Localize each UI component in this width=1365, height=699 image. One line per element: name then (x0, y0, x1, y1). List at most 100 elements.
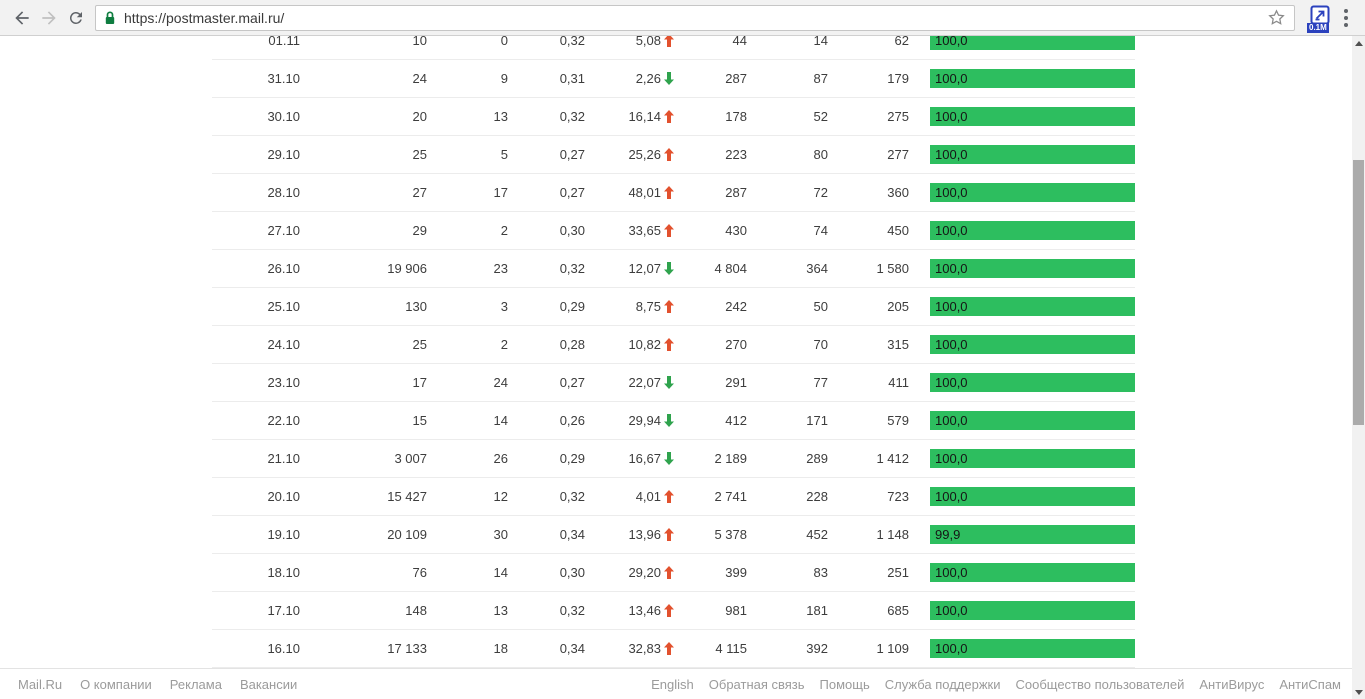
extension-badge: 0.1M (1307, 22, 1329, 33)
value-cell-3: 0,27 (559, 375, 585, 390)
footer-link-english[interactable]: English (651, 677, 694, 692)
url-text[interactable]: https://postmaster.mail.ru/ (124, 9, 285, 26)
value-cell-3: 0,27 (559, 185, 585, 200)
lock-icon (105, 10, 115, 24)
extension-rank-icon (1310, 5, 1330, 24)
value-cell-1: 15 (412, 413, 427, 428)
table-row: 28.10 27 17 0,27 48,01 287 72 360 100,0 (212, 174, 1135, 212)
vertical-scrollbar[interactable] (1352, 36, 1365, 699)
scrollbar-thumb[interactable] (1353, 160, 1364, 425)
footer-link-support[interactable]: Служба поддержки (884, 677, 1001, 692)
date-cell: 16.10 (267, 641, 300, 656)
trend-value: 25,26 (628, 147, 661, 162)
extension-button[interactable]: 0.1M (1305, 2, 1335, 34)
trend-value: 32,83 (628, 641, 661, 656)
value-cell-1: 27 (412, 185, 427, 200)
back-button[interactable] (8, 4, 35, 31)
value-cell-2: 24 (493, 375, 508, 390)
date-cell: 25.10 (267, 299, 300, 314)
rating-value: 100,0 (935, 299, 968, 314)
value-cell-6: 77 (813, 375, 828, 390)
scroll-down-button[interactable] (1352, 685, 1365, 699)
trend-value: 8,75 (635, 299, 661, 314)
value-cell-3: 0,30 (559, 565, 585, 580)
value-cell-6: 364 (806, 261, 828, 276)
value-cell-2: 26 (493, 451, 508, 466)
table-row: 24.10 25 2 0,28 10,82 270 70 315 100,0 (212, 326, 1135, 364)
footer-link-mailru[interactable]: Mail.Ru (18, 677, 63, 692)
footer-link-community[interactable]: Сообщество пользователей (1015, 677, 1185, 692)
browser-menu-button[interactable] (1335, 4, 1357, 31)
rating-value: 100,0 (935, 641, 968, 656)
value-cell-3: 0,32 (559, 489, 585, 504)
footer-link-antispam[interactable]: АнтиСпам (1279, 677, 1341, 692)
value-cell-6: 80 (813, 147, 828, 162)
value-cell-6: 87 (813, 71, 828, 86)
date-cell: 19.10 (267, 527, 300, 542)
rating-bar: 100,0 (930, 259, 1135, 278)
value-cell-3: 0,29 (559, 451, 585, 466)
value-cell-1: 25 (412, 337, 427, 352)
value-cell-6: 50 (813, 299, 828, 314)
trend-cell: 8,75 (585, 299, 674, 314)
footer-link-antivirus[interactable]: АнтиВирус (1199, 677, 1265, 692)
rating-value: 100,0 (935, 261, 968, 276)
footer-link-jobs[interactable]: Вакансии (239, 677, 298, 692)
footer-link-ads[interactable]: Реклама (169, 677, 222, 692)
value-cell-2: 14 (493, 413, 508, 428)
date-cell: 23.10 (267, 375, 300, 390)
table-row: 30.10 20 13 0,32 16,14 178 52 275 100,0 (212, 98, 1135, 136)
value-cell-2: 0 (500, 33, 508, 48)
trend-value: 29,94 (628, 413, 661, 428)
table-row: 23.10 17 24 0,27 22,07 291 77 411 100,0 (212, 364, 1135, 402)
footer-link-help[interactable]: Помощь (819, 677, 870, 692)
forward-button[interactable] (35, 4, 62, 31)
value-cell-7: 411 (888, 375, 909, 390)
scroll-up-button[interactable] (1352, 36, 1365, 50)
bookmark-star-icon[interactable] (1267, 8, 1286, 27)
rating-bar: 100,0 (930, 563, 1135, 582)
value-cell-2: 14 (493, 565, 508, 580)
table-row: 19.10 20 109 30 0,34 13,96 5 378 452 1 1… (212, 516, 1135, 554)
footer-link-feedback[interactable]: Обратная связь (708, 677, 805, 692)
value-cell-1: 130 (405, 299, 427, 314)
value-cell-2: 2 (500, 337, 508, 352)
value-cell-7: 251 (887, 565, 909, 580)
trend-cell: 12,07 (585, 261, 674, 276)
rating-bar-cell: 100,0 (909, 183, 1135, 202)
address-bar[interactable]: https://postmaster.mail.ru/ (95, 4, 1295, 31)
value-cell-7: 450 (887, 223, 909, 238)
rating-bar-cell: 99,9 (909, 525, 1135, 544)
rating-value: 100,0 (935, 489, 968, 504)
trend-value: 48,01 (628, 185, 661, 200)
trend-value: 4,01 (635, 489, 661, 504)
value-cell-6: 289 (806, 451, 828, 466)
rating-bar-cell: 100,0 (909, 221, 1135, 240)
date-cell: 18.10 (267, 565, 300, 580)
value-cell-1: 20 109 (387, 527, 427, 542)
footer-link-about[interactable]: О компании (80, 677, 152, 692)
date-cell: 24.10 (267, 337, 300, 352)
value-cell-3: 0,32 (559, 261, 585, 276)
value-cell-7: 1 412 (876, 451, 909, 466)
value-cell-7: 179 (887, 71, 909, 86)
table-row: 29.10 25 5 0,27 25,26 223 80 277 100,0 (212, 136, 1135, 174)
rating-value: 100,0 (935, 147, 968, 162)
value-cell-7: 62 (894, 33, 909, 48)
dot (1344, 15, 1348, 20)
rating-bar-cell: 100,0 (909, 69, 1135, 88)
value-cell-5: 287 (725, 71, 747, 86)
rating-value: 100,0 (935, 565, 968, 580)
rating-bar-cell: 100,0 (909, 335, 1135, 354)
trend-cell: 13,46 (585, 603, 674, 618)
rating-bar-cell: 100,0 (909, 145, 1135, 164)
trend-arrow-icon (664, 72, 674, 85)
value-cell-2: 2 (500, 223, 508, 238)
reload-button[interactable] (62, 4, 89, 31)
rating-bar-cell: 100,0 (909, 107, 1135, 126)
rating-bar: 100,0 (930, 297, 1135, 316)
trend-value: 16,14 (628, 109, 661, 124)
trend-arrow-icon (664, 414, 674, 427)
value-cell-6: 52 (813, 109, 828, 124)
